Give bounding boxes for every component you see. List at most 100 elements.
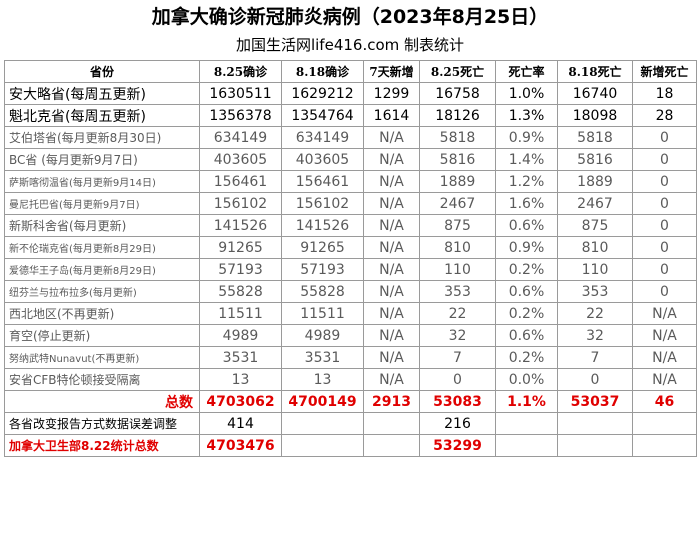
table-row: 新斯科舍省(每月更新) 141526 141526 N/A 875 0.6% 8… [4,214,697,237]
cell: 0 [632,148,697,171]
cell: 1356378 [199,104,282,127]
cell: 634149 [281,126,364,149]
cell: 57193 [281,258,364,281]
cell: 1629212 [281,82,364,105]
total-row: 总数 4703062 4700149 2913 53083 1.1% 53037… [4,390,697,413]
cell: N/A [363,258,420,281]
cell: N/A [363,324,420,347]
cell: 11511 [199,302,282,325]
total-cell: 46 [632,390,697,413]
cell: 7 [419,346,496,369]
cell: 0.6% [495,280,558,303]
cell: 57193 [199,258,282,281]
cell: 1354764 [281,104,364,127]
cell: 353 [557,280,633,303]
cell: 13 [281,368,364,391]
adjustment-cases: 414 [199,412,282,435]
cell: N/A [363,214,420,237]
province-name: 努纳武特Nunavut(不再更新) [4,346,200,369]
cell: 22 [557,302,633,325]
cell: 0 [632,258,697,281]
cell: 7 [557,346,633,369]
cell: 353 [419,280,496,303]
col-header-deaths-825: 8.25死亡 [419,60,496,83]
cell: 0 [419,368,496,391]
empty-cell [281,412,364,435]
province-name: 安大略省(每周五更新) [4,82,200,105]
cell: N/A [363,192,420,215]
cell: 1.2% [495,170,558,193]
empty-cell [632,434,697,457]
cell: 141526 [281,214,364,237]
table-row: 艾伯塔省(每月更新8月30日) 634149 634149 N/A 5818 0… [4,126,697,149]
cell: 403605 [281,148,364,171]
table-row: 新不伦瑞克省(每月更新8月29日) 91265 91265 N/A 810 0.… [4,236,697,259]
cell: N/A [632,368,697,391]
cell: 634149 [199,126,282,149]
cell: 5818 [557,126,633,149]
total-cell: 53037 [557,390,633,413]
cell: 156461 [281,170,364,193]
province-name: 纽芬兰与拉布拉多(每月更新) [4,280,200,303]
cell: 5816 [557,148,633,171]
cell: 1299 [363,82,420,105]
cell: 18098 [557,104,633,127]
adjustment-row: 各省改变报告方式数据误差调整 414 216 [4,412,697,435]
total-cell: 53083 [419,390,496,413]
cell: 0 [632,236,697,259]
cell: 156461 [199,170,282,193]
cell: 3531 [199,346,282,369]
cell: 156102 [199,192,282,215]
page-subtitle: 加国生活网life416.com 制表统计 [235,36,465,54]
cell: 18 [632,82,697,105]
cell: 1.6% [495,192,558,215]
table-row: BC省 (每月更新9月7日) 403605 403605 N/A 5816 1.… [4,148,697,171]
cell: 110 [419,258,496,281]
cell: 55828 [199,280,282,303]
cell: 3531 [281,346,364,369]
cell: 0.9% [495,126,558,149]
header-row: 省份 8.25确诊 8.18确诊 7天新增 8.25死亡 死亡率 8.18死亡 … [4,60,697,83]
health-canada-cases: 4703476 [199,434,282,457]
col-header-province: 省份 [4,60,200,83]
cell: 55828 [281,280,364,303]
cell: 0.9% [495,236,558,259]
cell: 1.4% [495,148,558,171]
empty-cell [495,412,558,435]
total-cell: 4703062 [199,390,282,413]
total-label: 总数 [4,390,200,413]
cell: N/A [363,346,420,369]
cell: 4989 [199,324,282,347]
province-name: 育空(停止更新) [4,324,200,347]
cell: 875 [557,214,633,237]
cell: 28 [632,104,697,127]
table-row: 西北地区(不再更新) 11511 11511 N/A 22 0.2% 22 N/… [4,302,697,325]
page-title: 加拿大确诊新冠肺炎病例（2023年8月25日） [151,6,549,28]
empty-cell [557,412,633,435]
empty-cell [363,412,420,435]
cell: 18126 [419,104,496,127]
cell: 403605 [199,148,282,171]
total-cell: 2913 [363,390,420,413]
cell: 0 [632,214,697,237]
cell: 156102 [281,192,364,215]
cell: 1.0% [495,82,558,105]
cell: 0.2% [495,258,558,281]
cell: 16740 [557,82,633,105]
province-name: 爱德华王子岛(每月更新8月29日) [4,258,200,281]
province-name: 曼尼托巴省(每月更新9月7日) [4,192,200,215]
cell: 0.6% [495,324,558,347]
cell: 5816 [419,148,496,171]
cell: 2467 [419,192,496,215]
cell: 810 [557,236,633,259]
table-row: 曼尼托巴省(每月更新9月7日) 156102 156102 N/A 2467 1… [4,192,697,215]
cell: 32 [419,324,496,347]
cell: 0.0% [495,368,558,391]
cell: 1889 [419,170,496,193]
cell: 91265 [199,236,282,259]
col-header-new-deaths: 新增死亡 [632,60,697,83]
table-row: 努纳武特Nunavut(不再更新) 3531 3531 N/A 7 0.2% 7… [4,346,697,369]
col-header-new-7day: 7天新增 [363,60,420,83]
adjustment-label: 各省改变报告方式数据误差调整 [4,412,200,435]
health-canada-row: 加拿大卫生部8.22统计总数 4703476 53299 [4,434,697,457]
